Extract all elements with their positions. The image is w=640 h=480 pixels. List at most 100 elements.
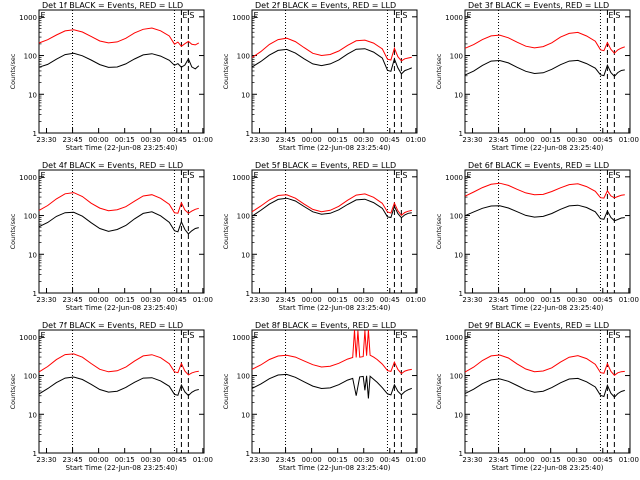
x-tick-label: 00:00	[515, 296, 535, 304]
marker-label: E	[254, 171, 259, 180]
x-axis-label: Start Time (22-Jun-08 23:25:40)	[279, 144, 391, 152]
x-tick-label: 00:00	[89, 456, 109, 464]
x-tick-label: 00:00	[89, 136, 109, 144]
y-tick-label: 10	[28, 91, 37, 99]
y-tick-label: 100	[450, 373, 463, 381]
x-tick-label: 23:45	[62, 296, 82, 304]
marker-label: S	[615, 331, 620, 340]
x-tick-label: 23:30	[249, 296, 269, 304]
chart-title: Det 7f BLACK = Events, RED = LLD	[42, 321, 183, 330]
y-axis-label: Counts/sec	[222, 373, 230, 409]
chart-panel-8: Det 8f BLACK = Events, RED = LLD 1 10 100 10…	[222, 321, 426, 472]
y-axis-label: Counts/sec	[435, 213, 443, 249]
series-line-events	[251, 48, 412, 75]
x-tick-label: 01:00	[193, 296, 213, 304]
x-tick-label: 23:30	[36, 456, 56, 464]
y-axis-label: Counts/sec	[222, 213, 230, 249]
x-axis-label: Start Time (22-Jun-08 23:25:40)	[492, 464, 604, 472]
y-tick-label: 1000	[232, 174, 250, 182]
chart-title: Det 6f BLACK = Events, RED = LLD	[468, 161, 609, 170]
x-tick-label: 00:45	[380, 456, 400, 464]
x-tick-label: 23:45	[275, 456, 295, 464]
marker-label: E	[41, 171, 46, 180]
plot-frame	[251, 169, 418, 294]
x-tick-label: 00:15	[328, 296, 348, 304]
x-tick-label: 00:00	[302, 136, 322, 144]
x-tick-label: 00:15	[115, 456, 135, 464]
marker-label: S	[402, 11, 407, 20]
marker-label: E	[41, 11, 46, 20]
x-tick-label: 00:30	[354, 296, 374, 304]
chart-panel-7: Det 7f BLACK = Events, RED = LLD 1 10 100 10…	[9, 321, 213, 472]
marker-label: S	[402, 331, 407, 340]
chart-panel-6: Det 6f BLACK = Events, RED = LLD 1 10 100 10…	[435, 161, 639, 312]
y-tick-label: 1	[33, 450, 37, 458]
plot-frame	[38, 329, 205, 454]
series-line-events	[38, 376, 199, 397]
y-axis-label: Counts/sec	[9, 373, 17, 409]
marker-label: S	[189, 171, 194, 180]
y-axis-label: Counts/sec	[435, 373, 443, 409]
plot-frame	[464, 9, 631, 134]
chart-panel-9: Det 9f BLACK = Events, RED = LLD 1 10 100 10…	[435, 321, 639, 472]
x-tick-label: 00:15	[328, 456, 348, 464]
x-tick-label: 01:00	[619, 296, 639, 304]
y-tick-label: 1000	[445, 334, 463, 342]
series-line-lld	[464, 182, 625, 199]
marker-label: S	[189, 331, 194, 340]
y-tick-label: 1	[246, 290, 250, 298]
x-tick-label: 00:15	[541, 136, 561, 144]
y-tick-label: 100	[450, 53, 463, 61]
series-line-lld	[38, 192, 199, 214]
x-axis-label: Start Time (22-Jun-08 23:25:40)	[66, 304, 178, 312]
x-tick-label: 23:45	[488, 296, 508, 304]
x-tick-label: 01:00	[619, 136, 639, 144]
x-tick-label: 01:00	[619, 456, 639, 464]
series-line-events	[38, 52, 200, 70]
chart-panel-2: Det 2f BLACK = Events, RED = LLD 1 10 100 10…	[222, 1, 426, 152]
x-tick-label: 01:00	[193, 456, 213, 464]
x-tick-label: 00:15	[541, 456, 561, 464]
y-axis-label: Counts/sec	[222, 53, 230, 89]
chart-title: Det 2f BLACK = Events, RED = LLD	[255, 1, 396, 10]
x-tick-label: 00:45	[593, 456, 613, 464]
y-tick-label: 100	[24, 213, 37, 221]
x-tick-label: 00:45	[593, 136, 613, 144]
x-tick-label: 23:30	[249, 456, 269, 464]
plot-frame	[464, 329, 631, 454]
series-line-events	[38, 211, 199, 235]
marker-label: E	[182, 171, 187, 180]
x-tick-label: 00:45	[167, 136, 187, 144]
marker-label: E	[395, 171, 400, 180]
y-tick-label: 1000	[19, 334, 37, 342]
y-tick-label: 1000	[445, 174, 463, 182]
y-tick-label: 1	[246, 450, 250, 458]
x-tick-label: 00:30	[141, 296, 161, 304]
y-tick-label: 1	[459, 130, 463, 138]
x-axis-label: Start Time (22-Jun-08 23:25:40)	[492, 304, 604, 312]
series-line-lld	[38, 353, 199, 376]
y-tick-label: 1	[33, 290, 37, 298]
series-line-events	[464, 377, 625, 398]
chart-title: Det 5f BLACK = Events, RED = LLD	[255, 161, 396, 170]
marker-label: S	[615, 171, 620, 180]
x-tick-label: 23:45	[488, 136, 508, 144]
marker-label: E	[182, 331, 187, 340]
series-line-lld	[464, 31, 625, 54]
x-tick-label: 00:30	[567, 296, 587, 304]
y-tick-label: 100	[24, 53, 37, 61]
x-tick-label: 01:00	[406, 456, 426, 464]
x-tick-label: 00:45	[380, 136, 400, 144]
series-line-lld	[251, 37, 412, 62]
y-tick-label: 100	[237, 213, 250, 221]
y-tick-label: 1000	[232, 334, 250, 342]
chart-panel-5: Det 5f BLACK = Events, RED = LLD 1 10 100 10…	[222, 161, 426, 312]
marker-label: E	[254, 331, 259, 340]
x-tick-label: 23:30	[36, 296, 56, 304]
y-tick-label: 10	[454, 91, 463, 99]
x-tick-label: 23:30	[462, 296, 482, 304]
chart-title: Det 8f BLACK = Events, RED = LLD	[255, 321, 396, 330]
y-tick-label: 100	[450, 213, 463, 221]
plot-frame	[464, 169, 631, 294]
